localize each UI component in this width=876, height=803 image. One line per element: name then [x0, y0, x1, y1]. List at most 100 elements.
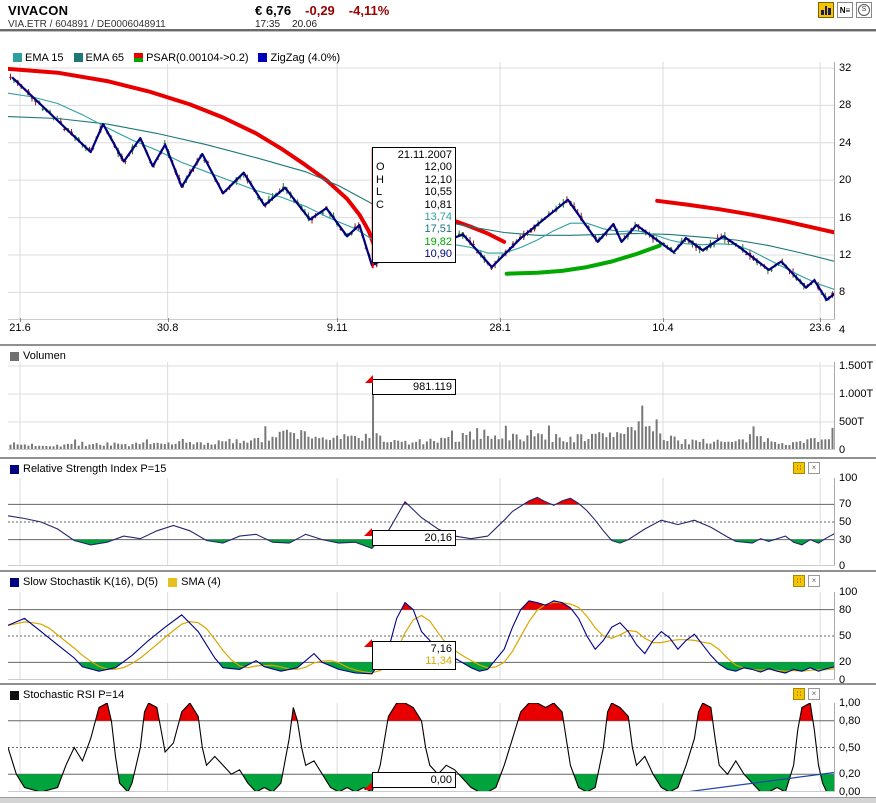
change-absolute: -0,29	[305, 3, 335, 18]
legend-item-ema15[interactable]: EMA 15	[13, 52, 64, 64]
y-axis-tick-label: 32	[839, 61, 852, 74]
stochastic-rsi-tooltip: 0,00	[372, 772, 456, 789]
y-axis-tick-label: 20	[839, 174, 852, 187]
y-axis-tick-label: 50	[839, 630, 852, 642]
stochastic-k-swatch	[10, 577, 19, 587]
x-axis-tick-label: 28.1	[489, 322, 511, 334]
ema15-swatch	[13, 53, 22, 62]
y-axis-tick-label: 0,50	[839, 741, 861, 754]
y-axis-tick-label: 0,20	[839, 768, 861, 781]
volume-panel-title: Volumen	[23, 350, 66, 362]
rsi-swatch	[10, 464, 19, 474]
tooltip-ema15-value: 13,74	[424, 211, 452, 224]
rsi-settings-icon[interactable]: ∷	[793, 462, 805, 474]
legend-item-psar[interactable]: PSAR(0.00104->0.2)	[134, 52, 248, 64]
y-axis-tick-label: 30	[839, 533, 852, 546]
stochastic-rsi-settings-icon[interactable]: ∷	[793, 688, 805, 700]
legend-item-ema65[interactable]: EMA 65	[73, 52, 124, 64]
x-axis-tick	[19, 318, 21, 322]
stochastic-tooltip: 7,16 11,34	[372, 641, 456, 670]
main-chart-legend: EMA 15 EMA 65 PSAR(0.00104->0.2) ZigZag …	[10, 52, 344, 64]
volume-swatch	[10, 351, 19, 361]
y-axis-tick-label: 8	[839, 286, 846, 299]
tooltip-psar-value: 19,82	[424, 235, 452, 248]
instrument-identifiers: VIA.ETR / 604891 / DE0006048911	[8, 19, 166, 30]
x-axis-tick-label: 23.6	[809, 322, 831, 334]
volume-chart[interactable]	[8, 362, 835, 450]
rsi-tooltip: 20,16	[372, 530, 456, 547]
y-axis-tick-label: 0	[839, 444, 846, 456]
zigzag-swatch	[258, 53, 268, 62]
instrument-name: VIVACON	[8, 3, 69, 18]
quote-date: 20.06	[292, 19, 318, 30]
stochastic-k-value: 7,16	[430, 643, 452, 655]
y-axis-tick-label: 4	[839, 323, 846, 336]
y-axis-tick-label: 1.000T	[839, 388, 874, 400]
panel-divider	[0, 457, 876, 459]
volume-tooltip: 981.119	[372, 379, 456, 396]
rsi-tooltip-value: 20,16	[424, 532, 452, 544]
x-axis-tick-label: 30.8	[156, 322, 179, 334]
price-chart[interactable]	[8, 62, 835, 320]
header-divider	[0, 29, 876, 31]
panel-divider	[0, 683, 876, 685]
y-axis-tick-label: 100	[839, 586, 858, 598]
ema65-swatch	[73, 53, 83, 62]
tooltip-ema65-value: 17,51	[424, 223, 452, 236]
quote-time-block: 17:35 20.06	[255, 19, 317, 30]
stochastic-rsi-marker-flag	[364, 782, 372, 790]
y-axis-tick-label: 0	[839, 560, 846, 572]
x-axis-tick	[662, 318, 664, 322]
rsi-panel-title: Relative Strength Index P=15	[23, 463, 167, 475]
y-axis-tick-label: 20	[839, 656, 852, 669]
y-axis-tick-label: 12	[839, 248, 852, 261]
last-price: € 6,76	[255, 3, 292, 18]
stochastic-sma-swatch	[168, 577, 178, 587]
x-axis-tick	[820, 318, 822, 322]
stochastic-rsi-value: 0,00	[430, 774, 452, 786]
stochastic-close-icon[interactable]: ×	[808, 575, 820, 587]
panel-divider	[0, 344, 876, 346]
toolbar: N ≡ S	[818, 2, 872, 18]
chart-view-icon[interactable]	[818, 2, 834, 18]
y-axis-tick-label: 0,80	[839, 714, 861, 727]
rsi-close-icon[interactable]: ×	[808, 462, 820, 474]
tooltip-date: 21.11.2007	[397, 149, 452, 161]
y-axis-tick-label: 24	[839, 136, 852, 149]
horizontal-scrollbar[interactable]	[0, 797, 876, 803]
y-axis-tick-label: 80	[839, 603, 852, 616]
x-axis-tick	[500, 318, 502, 322]
rsi-chart[interactable]	[8, 478, 835, 566]
x-axis-tick-label: 21.6	[9, 322, 31, 334]
stochastic-rsi-panel-title: Stochastic RSI P=14	[23, 689, 125, 701]
stochastic-rsi-swatch	[10, 690, 19, 700]
rsi-panel-header: Relative Strength Index P=15 ∷ ×	[8, 462, 868, 476]
y-axis-tick-label: 0,00	[839, 786, 861, 798]
stochastic-rsi-close-icon[interactable]: ×	[808, 688, 820, 700]
header-divider-shadow	[0, 31, 876, 32]
stochastic-panel-header: Slow Stochastik K(16), D(5) SMA (4) ∷ ×	[8, 575, 868, 589]
volume-panel-header: Volumen	[8, 349, 868, 363]
change-percent: -4,11%	[348, 3, 390, 18]
quote-time: 17:35	[255, 19, 281, 30]
y-axis-tick-label: 1,00	[839, 697, 861, 709]
y-axis-tick-label: 70	[839, 498, 852, 511]
psar-swatch	[134, 53, 144, 62]
y-axis-tick-label: 0	[839, 674, 846, 686]
legend-item-zigzag[interactable]: ZigZag (4.0%)	[258, 52, 340, 64]
news-icon[interactable]: N ≡	[837, 2, 853, 18]
y-axis-tick-label: 500T	[839, 416, 865, 428]
x-axis-tick-label: 9.11	[326, 322, 348, 334]
stochastic-marker-flag-green	[364, 664, 372, 672]
stochastic-settings-icon[interactable]: ∷	[793, 575, 805, 587]
snapshot-icon[interactable]: S	[856, 2, 872, 18]
price-block: € 6,76 -0,29 -4,11%	[255, 3, 389, 18]
stochastic-marker-flag-red	[364, 639, 372, 647]
x-axis-tick-label: 10.4	[652, 322, 674, 334]
volume-tooltip-value: 981.119	[413, 381, 452, 393]
stochastic-rsi-panel-header: Stochastic RSI P=14 ∷ ×	[8, 688, 868, 702]
x-axis-tick	[167, 318, 169, 322]
rsi-marker-flag-green	[364, 540, 372, 548]
x-axis-tick	[337, 318, 339, 322]
